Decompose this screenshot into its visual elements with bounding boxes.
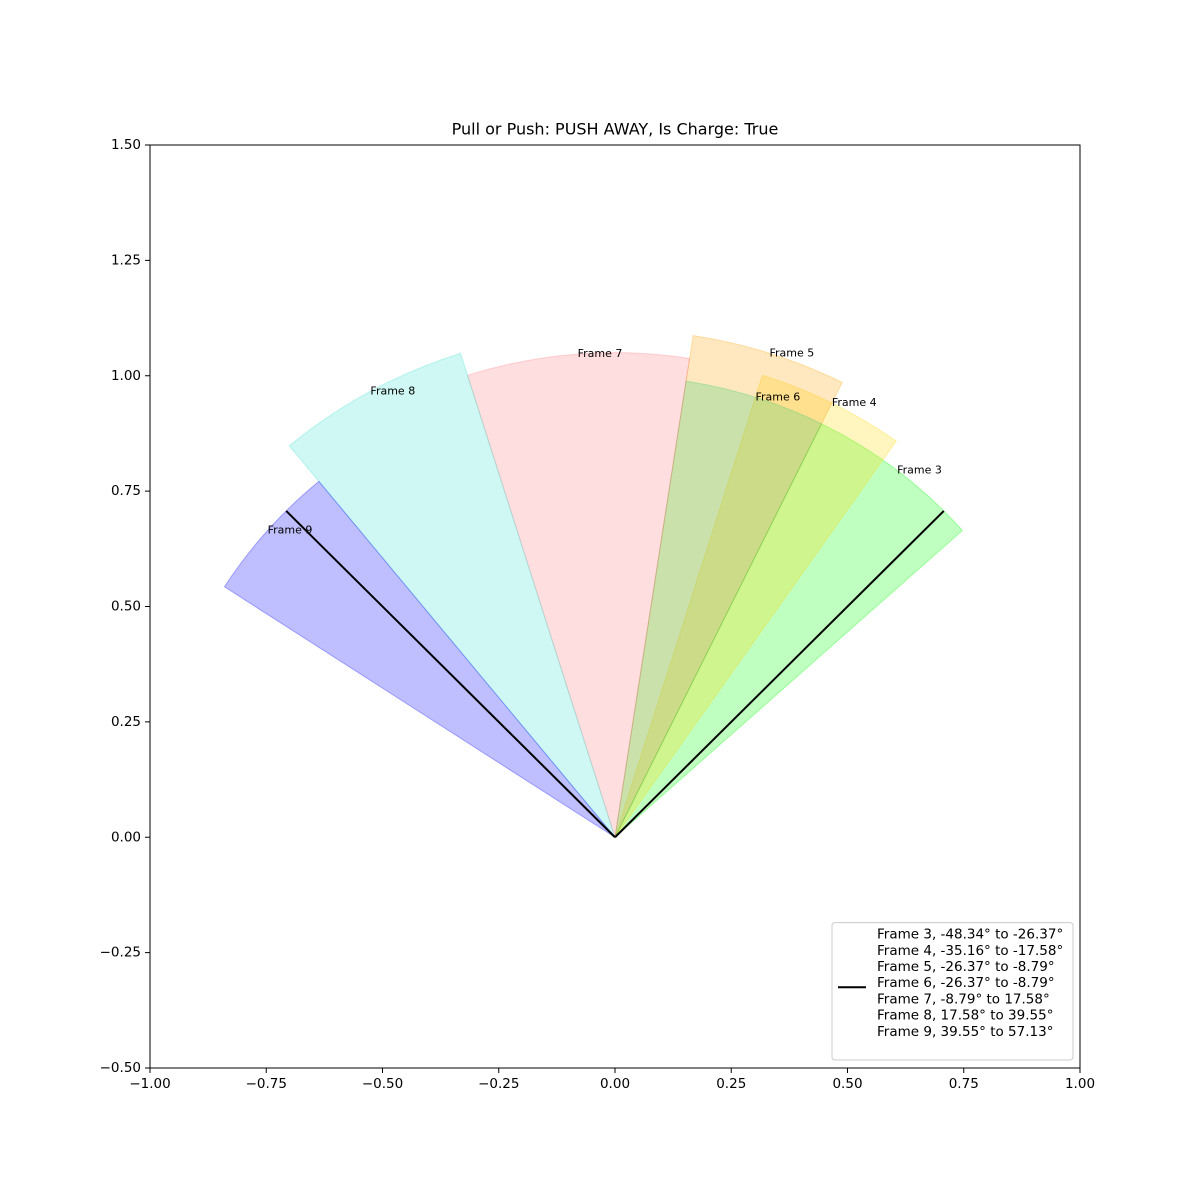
direction-line [614,510,945,838]
direction-line [285,510,616,838]
wedge [614,374,897,838]
x-tick-label: 1.00 [1065,1076,1095,1092]
y-tick-label: −0.25 [100,945,141,961]
wedge-label: Frame 8 [370,384,415,397]
legend-box [831,922,1074,1061]
wedge-label: Frame 4 [832,396,877,409]
wedge [614,334,843,838]
x-tick-label: −0.75 [246,1076,287,1092]
x-tick-label: 0.75 [949,1076,979,1092]
wedge [614,380,823,838]
y-tick-label: 1.25 [111,252,141,268]
x-tick-label: −0.50 [362,1076,403,1092]
legend-entry: Frame 7, -8.79° to 17.58° [877,991,1050,1007]
x-tick-label: −0.25 [478,1076,519,1092]
legend-entry: Frame 3, -48.34° to -26.37° [877,927,1063,943]
wedge [614,423,964,838]
wedge-label: Frame 6 [755,390,800,403]
chart-title: Pull or Push: PUSH AWAY, Is Charge: True [452,120,779,139]
y-tick-label: 0.50 [111,599,141,615]
legend-entry: Frame 4, -35.16° to -17.58° [877,943,1063,959]
y-tick-label: −0.50 [100,1060,141,1076]
y-tick-label: 0.00 [111,829,141,845]
legend-entry: Frame 8, 17.58° to 39.55° [877,1008,1053,1024]
legend-entry: Frame 5, -26.37° to -8.79° [877,959,1055,975]
legend-entry: Frame 6, -26.37° to -8.79° [877,975,1055,991]
x-tick-label: −1.00 [129,1076,170,1092]
wedge-label: Frame 3 [897,463,942,476]
y-tick-label: 1.50 [111,137,141,153]
wedge [223,480,616,838]
legend-entry: Frame 9, 39.55° to 57.13° [877,1024,1053,1040]
wedge-label: Frame 5 [769,346,814,359]
x-tick-label: 0.00 [600,1076,630,1092]
wedge-label: Frame 7 [578,347,623,360]
wedge [288,352,616,838]
y-tick-label: 0.75 [111,483,141,499]
y-tick-label: 1.00 [111,368,141,384]
legend: Frame 3, -48.34° to -26.37°Frame 4, -35.… [831,922,1074,1061]
x-tick-label: 0.50 [832,1076,862,1092]
x-tick-label: 0.25 [716,1076,746,1092]
y-tick-label: 0.25 [111,714,141,730]
wedge [466,352,691,838]
